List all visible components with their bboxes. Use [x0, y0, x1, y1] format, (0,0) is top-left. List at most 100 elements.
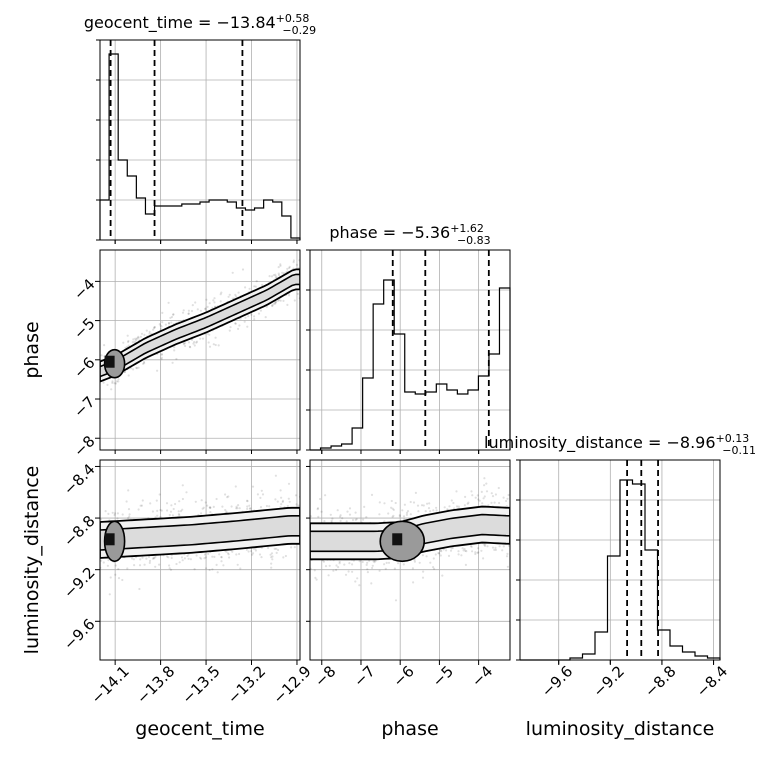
- scatter-point: [341, 517, 344, 520]
- scatter-point: [290, 546, 293, 549]
- scatter-point: [339, 515, 342, 518]
- scatter-point: [276, 299, 280, 302]
- scatter-point: [127, 508, 131, 511]
- scatter-point: [116, 512, 119, 515]
- scatter-point: [117, 577, 121, 580]
- scatter-point: [272, 274, 275, 277]
- histogram-luminosity_distance: luminosity_distance = −8.96+0.13 −0.11: [484, 432, 756, 664]
- scatter-point: [252, 547, 256, 550]
- scatter-point: [270, 275, 274, 278]
- scatter-point: [238, 507, 241, 510]
- scatter-point: [295, 503, 298, 506]
- scatter-point: [477, 551, 480, 554]
- scatter-point: [189, 346, 192, 349]
- scatter-point: [111, 380, 114, 383]
- scatter-point: [275, 551, 278, 555]
- scatter-point: [272, 303, 275, 306]
- scatter-point: [195, 554, 198, 557]
- scatter-point: [343, 563, 346, 566]
- scatter-point: [132, 338, 135, 341]
- scatter-point: [424, 510, 427, 513]
- scatter-point: [338, 562, 341, 565]
- scatter-point: [447, 554, 451, 558]
- scatter-point: [274, 302, 277, 305]
- scatter-point: [254, 285, 257, 288]
- scatter-point: [169, 568, 173, 571]
- scatter-point: [280, 496, 283, 499]
- scatter-point: [417, 510, 420, 513]
- scatter-point: [226, 552, 230, 555]
- scatter-point: [168, 567, 171, 570]
- scatter-point: [159, 328, 162, 331]
- scatter-point: [253, 318, 256, 321]
- scatter-point: [279, 263, 282, 266]
- scatter-point: [209, 506, 212, 509]
- scatter-point: [491, 495, 495, 498]
- scatter-point: [288, 265, 291, 268]
- scatter-point: [366, 568, 369, 571]
- scatter-point: [113, 513, 116, 517]
- scatter-point: [392, 514, 395, 517]
- scatter-point: [282, 272, 286, 275]
- scatter-point: [238, 324, 241, 327]
- joint-content: [100, 259, 300, 391]
- scatter-point: [171, 361, 174, 364]
- scatter-point: [296, 292, 299, 295]
- scatter-point: [182, 342, 185, 345]
- scatter-point: [236, 507, 239, 510]
- scatter-point: [103, 344, 106, 347]
- scatter-point: [158, 493, 161, 496]
- scatter-point: [225, 510, 228, 513]
- scatter-point: [246, 499, 249, 502]
- scatter-point: [134, 337, 137, 340]
- scatter-point: [474, 551, 477, 554]
- scatter-point: [505, 555, 509, 558]
- scatter-point: [178, 500, 181, 503]
- scatter-point: [442, 548, 445, 551]
- scatter-point: [141, 556, 144, 559]
- scatter-point: [356, 577, 359, 580]
- scatter-point: [202, 506, 205, 509]
- histogram-frame: [519, 459, 721, 661]
- scatter-point: [208, 333, 211, 336]
- scatter-point: [139, 558, 142, 561]
- scatter-point: [406, 510, 410, 513]
- scatter-point: [422, 504, 425, 507]
- scatter-point: [185, 491, 188, 494]
- scatter-point: [317, 515, 320, 519]
- scatter-point: [429, 510, 432, 513]
- scatter-point: [138, 587, 141, 591]
- y-tick-label: −9.6: [60, 615, 98, 653]
- scatter-point: [432, 509, 435, 512]
- density-peak-cell: [104, 355, 115, 368]
- scatter-point: [465, 550, 468, 553]
- scatter-point: [383, 502, 386, 505]
- scatter-point: [372, 560, 375, 563]
- scatter-point: [241, 268, 245, 271]
- scatter-point: [351, 563, 354, 566]
- scatter-point: [134, 339, 137, 342]
- scatter-point: [256, 493, 259, 496]
- scatter-point: [143, 362, 146, 365]
- scatter-point: [234, 322, 237, 325]
- scatter-point: [247, 315, 250, 318]
- scatter-point: [100, 559, 103, 562]
- scatter-point: [127, 339, 130, 343]
- scatter-point: [201, 337, 205, 340]
- scatter-point: [135, 338, 138, 341]
- x-tick-label: −14.1: [88, 662, 133, 707]
- scatter-point: [282, 556, 285, 559]
- contour-level-2: [100, 515, 300, 551]
- scatter-point: [270, 552, 274, 555]
- scatter-point: [113, 382, 116, 385]
- scatter-point: [332, 569, 335, 572]
- scatter-point: [507, 493, 510, 497]
- scatter-point: [293, 546, 296, 549]
- scatter-point: [268, 505, 271, 508]
- histogram-title: geocent_time = −13.84+0.58 −0.29: [84, 12, 316, 37]
- scatter-point: [271, 555, 274, 558]
- scatter-point: [464, 495, 467, 498]
- scatter-point: [506, 497, 509, 500]
- scatter-point: [347, 570, 350, 573]
- scatter-point: [199, 309, 202, 312]
